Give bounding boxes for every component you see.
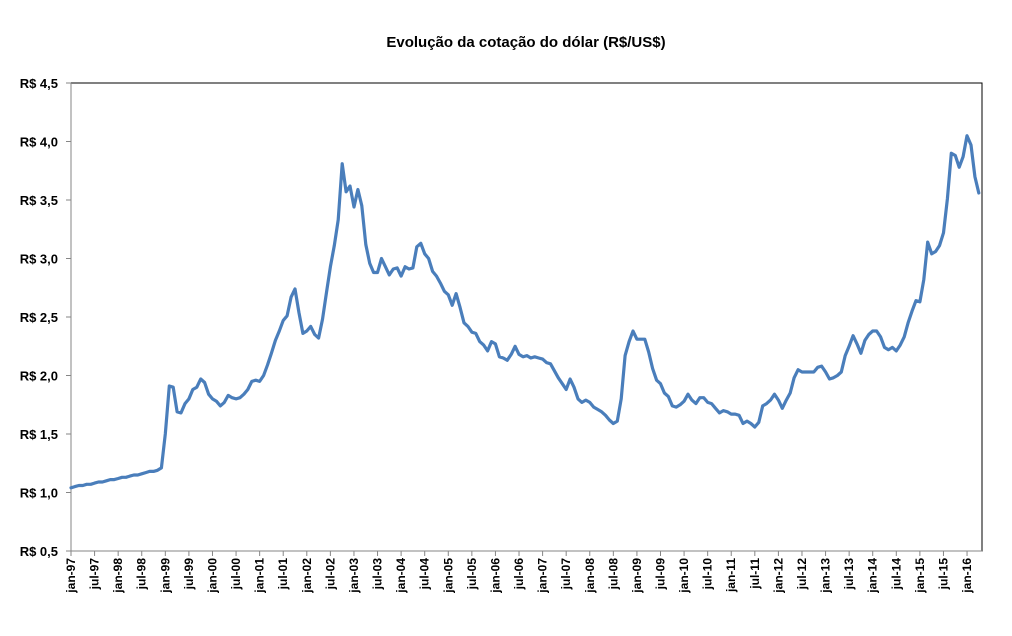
x-tick-label: jan-06 — [488, 558, 502, 594]
x-tick-label: jul-01 — [276, 558, 290, 591]
plot-area — [71, 83, 982, 551]
x-tick-label: jan-12 — [771, 558, 785, 594]
x-tick-label: jul-00 — [229, 558, 243, 591]
y-tick-label: R$ 0,5 — [20, 544, 58, 559]
x-tick-label: jan-02 — [300, 558, 314, 594]
x-tick-label: jul-06 — [512, 558, 526, 591]
x-tick-label: jan-99 — [158, 558, 172, 594]
x-tick-label: jan-10 — [677, 558, 691, 594]
x-tick-label: jan-11 — [724, 558, 738, 593]
x-tick-label: jan-16 — [960, 558, 974, 594]
x-tick-label: jul-02 — [323, 558, 337, 591]
y-tick-label: R$ 4,0 — [20, 135, 58, 150]
x-tick-label: jul-09 — [654, 558, 668, 591]
x-tick-label: jan-08 — [583, 558, 597, 594]
x-axis-ticks: jan-97 jul-97 jan-98 jul-98 jan-99 jul-99 jan-… — [64, 551, 974, 594]
x-tick-label: jan-00 — [205, 558, 219, 594]
x-tick-label: jul-05 — [465, 558, 479, 591]
x-tick-label: jul-99 — [182, 558, 196, 591]
x-tick-label: jul-13 — [842, 558, 856, 591]
x-tick-label: jan-13 — [819, 558, 833, 594]
x-tick-label: jan-97 — [64, 558, 78, 594]
x-tick-label: jul-08 — [606, 558, 620, 591]
y-tick-label: R$ 2,0 — [20, 369, 58, 384]
x-tick-label: jul-07 — [559, 558, 573, 591]
x-tick-label: jul-04 — [418, 558, 432, 591]
y-tick-label: R$ 4,5 — [20, 76, 58, 91]
x-tick-label: jan-03 — [347, 558, 361, 594]
x-tick-label: jul-10 — [701, 558, 715, 591]
y-tick-label: R$ 3,5 — [20, 193, 58, 208]
x-tick-label: jul-97 — [88, 558, 102, 591]
x-tick-label: jul-98 — [135, 558, 149, 591]
chart-title: Evolução da cotação do dólar (R$/US$) — [386, 34, 665, 51]
x-tick-label: jan-14 — [866, 558, 880, 594]
x-tick-label: jul-14 — [889, 558, 903, 591]
x-tick-label: jul-15 — [936, 558, 950, 591]
x-tick-label: jan-09 — [630, 558, 644, 594]
x-tick-label: jan-15 — [913, 558, 927, 594]
x-tick-label: jan-04 — [394, 558, 408, 594]
y-tick-label: R$ 3,0 — [20, 252, 58, 267]
x-tick-label: jul-12 — [795, 558, 809, 591]
x-tick-label: jan-07 — [536, 558, 550, 594]
x-tick-label: jul-03 — [371, 558, 385, 591]
x-tick-label: jul-11 — [748, 558, 762, 590]
y-tick-label: R$ 2,5 — [20, 310, 58, 325]
y-tick-label: R$ 1,5 — [20, 427, 58, 442]
x-tick-label: jan-01 — [253, 558, 267, 594]
x-tick-label: jan-98 — [111, 558, 125, 594]
x-tick-label: jan-05 — [441, 558, 455, 594]
y-tick-label: R$ 1,0 — [20, 486, 58, 501]
y-axis-ticks: R$ 0,5 R$ 1,0 R$ 1,5 R$ 2,0 R$ 2,5 R$ 3,0 R$ 3… — [20, 76, 71, 559]
